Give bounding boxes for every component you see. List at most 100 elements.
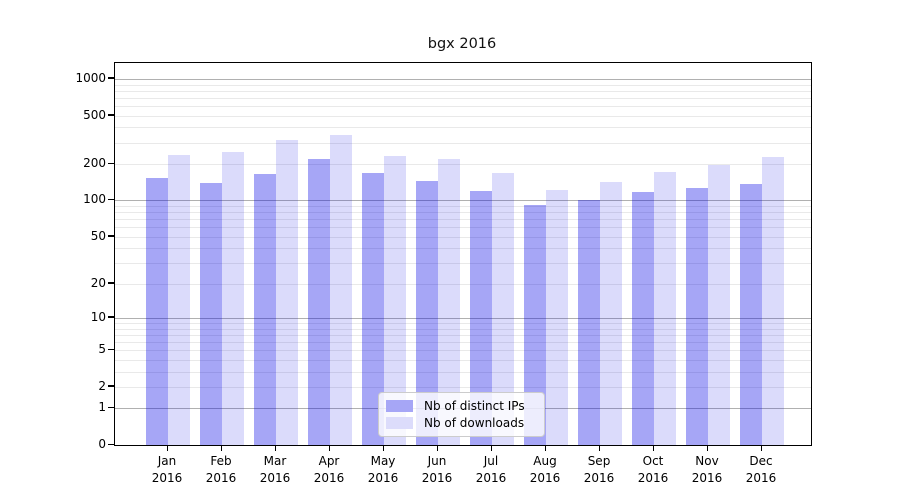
gridline-minor bbox=[115, 227, 811, 229]
x-tick-year: 2016 bbox=[367, 470, 399, 485]
gridline-major bbox=[115, 78, 811, 80]
y-tick-mark bbox=[108, 77, 114, 79]
y-tick-mark bbox=[108, 443, 114, 445]
x-tick-label: May 2016 bbox=[355, 453, 411, 486]
x-tick-mark bbox=[652, 446, 654, 451]
gridline-minor bbox=[115, 97, 811, 99]
x-tick-label: Oct 2016 bbox=[625, 453, 681, 486]
gridline-minor bbox=[115, 386, 811, 388]
bar-dec-downloads bbox=[762, 157, 784, 445]
bar-sep-downloads bbox=[600, 181, 622, 445]
x-tick-month: Nov bbox=[695, 454, 719, 468]
x-tick-mark bbox=[220, 446, 222, 451]
gridline-minor bbox=[115, 236, 811, 238]
x-tick-year: 2016 bbox=[205, 470, 237, 485]
x-tick-label: Mar 2016 bbox=[247, 453, 303, 486]
y-tick-label: 1 bbox=[98, 400, 106, 415]
y-tick-label: 1000 bbox=[75, 70, 106, 85]
bar-jun-distinct-ips bbox=[416, 180, 438, 445]
gridline-minor bbox=[115, 323, 811, 324]
x-tick-year: 2016 bbox=[313, 470, 345, 485]
gridline-minor bbox=[115, 350, 811, 352]
bar-jan-distinct-ips bbox=[146, 178, 168, 445]
gridline-minor bbox=[115, 359, 811, 361]
gridline-minor bbox=[115, 105, 811, 107]
x-tick-mark bbox=[274, 446, 276, 451]
x-tick-year: 2016 bbox=[745, 470, 777, 485]
legend-swatch-downloads-icon bbox=[386, 416, 413, 429]
bar-apr-distinct-ips bbox=[308, 158, 330, 445]
bar-feb-distinct-ips bbox=[200, 183, 222, 445]
x-tick-year: 2016 bbox=[421, 470, 453, 485]
x-tick-month: Sep bbox=[587, 454, 611, 468]
legend: Nb of distinct IPs Nb of downloads bbox=[378, 392, 545, 437]
legend-label-distinct-ips: Nb of distinct IPs bbox=[424, 399, 525, 414]
y-tick-label: 50 bbox=[90, 228, 106, 243]
bar-nov-distinct-ips bbox=[686, 187, 708, 445]
x-tick-month: Jan bbox=[157, 454, 177, 468]
gridline-minor bbox=[115, 334, 811, 336]
gridline-minor bbox=[115, 84, 811, 86]
gridline-minor bbox=[115, 142, 811, 144]
x-tick-mark bbox=[382, 446, 384, 451]
bar-jan-downloads bbox=[168, 155, 190, 445]
x-tick-mark bbox=[328, 446, 330, 451]
gridline-minor bbox=[115, 115, 811, 117]
bar-may-downloads bbox=[384, 155, 406, 445]
x-tick-month: Oct bbox=[642, 454, 664, 468]
y-tick-mark bbox=[108, 406, 114, 409]
x-tick-year: 2016 bbox=[475, 470, 507, 485]
x-tick-mark bbox=[544, 446, 546, 451]
bar-jul-downloads bbox=[492, 172, 514, 445]
y-tick-mark bbox=[108, 282, 114, 284]
x-tick-label: Jul 2016 bbox=[463, 453, 519, 486]
bar-mar-distinct-ips bbox=[254, 174, 276, 445]
x-tick-label: Jan 2016 bbox=[139, 453, 195, 486]
y-tick-mark bbox=[108, 162, 114, 164]
x-tick-month: Apr bbox=[318, 454, 340, 468]
plot-area bbox=[114, 62, 812, 446]
bar-oct-distinct-ips bbox=[632, 191, 654, 445]
x-tick-mark bbox=[166, 446, 168, 451]
x-tick-month: Feb bbox=[210, 454, 232, 468]
bar-may-distinct-ips bbox=[362, 172, 384, 445]
gridline-minor bbox=[115, 283, 811, 285]
x-tick-label: Jun 2016 bbox=[409, 453, 465, 486]
gridline-minor bbox=[115, 164, 811, 165]
y-tick-label: 2 bbox=[98, 378, 106, 393]
gridline-minor bbox=[115, 127, 811, 129]
x-tick-year: 2016 bbox=[151, 470, 183, 485]
x-tick-year: 2016 bbox=[691, 470, 723, 485]
legend-label-downloads: Nb of downloads bbox=[424, 415, 525, 430]
x-tick-year: 2016 bbox=[637, 470, 669, 485]
x-tick-label: Sep 2016 bbox=[571, 453, 627, 486]
bar-oct-downloads bbox=[654, 171, 676, 445]
gridline-minor bbox=[115, 219, 811, 221]
x-tick-month: Mar bbox=[263, 454, 287, 468]
x-tick-month: Dec bbox=[749, 454, 773, 468]
y-tick-mark bbox=[108, 114, 114, 116]
x-tick-label: Feb 2016 bbox=[193, 453, 249, 486]
gridline-major bbox=[115, 200, 811, 202]
gridline-minor bbox=[115, 90, 811, 92]
y-tick-label: 500 bbox=[83, 107, 106, 122]
x-tick-mark bbox=[760, 446, 762, 451]
x-tick-mark bbox=[436, 446, 438, 451]
bar-dec-distinct-ips bbox=[740, 184, 762, 445]
gridline-minor bbox=[115, 371, 811, 373]
gridline-minor bbox=[115, 328, 811, 330]
x-tick-label: Nov 2016 bbox=[679, 453, 735, 486]
gridline-minor bbox=[115, 205, 811, 207]
x-tick-month: Aug bbox=[533, 454, 557, 468]
y-tick-label: 0 bbox=[98, 437, 106, 451]
y-tick-mark bbox=[108, 348, 114, 350]
bar-apr-downloads bbox=[330, 135, 352, 445]
y-tick-label: 5 bbox=[98, 342, 106, 357]
y-tick-mark bbox=[108, 198, 114, 201]
gridline-major bbox=[115, 317, 811, 319]
bar-aug-distinct-ips bbox=[524, 204, 546, 445]
x-tick-year: 2016 bbox=[529, 470, 561, 485]
legend-item-downloads: Nb of downloads bbox=[386, 415, 537, 432]
legend-swatch-distinct-ips-icon bbox=[386, 400, 413, 413]
